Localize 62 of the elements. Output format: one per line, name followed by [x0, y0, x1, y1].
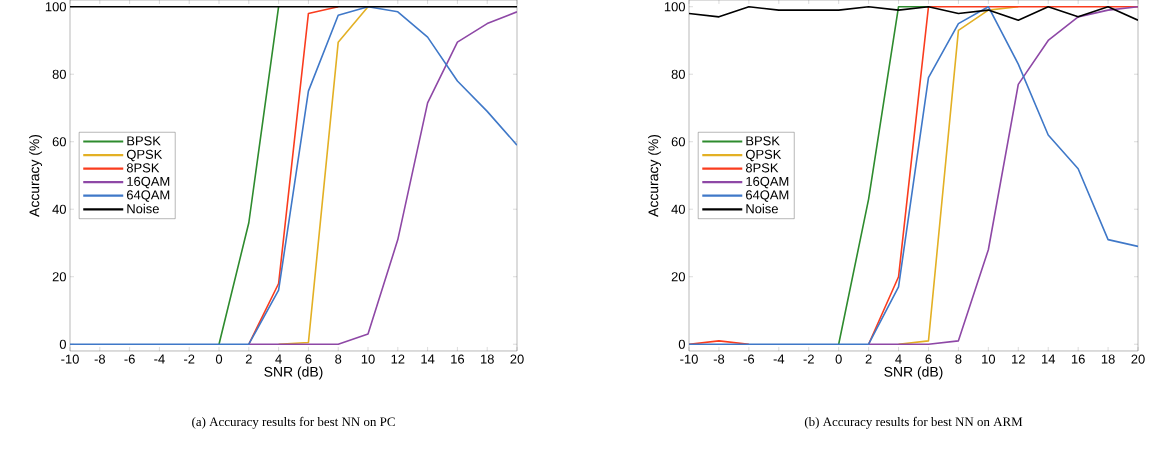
legend-label: Noise — [127, 203, 159, 214]
x-tick-label: -2 — [803, 354, 814, 364]
x-tick-label: 10 — [361, 354, 375, 364]
x-tick-label: 6 — [305, 354, 312, 364]
x-tick-label: 16 — [451, 354, 465, 364]
x-tick-label: 10 — [982, 354, 996, 364]
x-tick-label: 14 — [421, 354, 435, 364]
y-tick-label: 100 — [45, 2, 66, 12]
x-axis-title: SNR (dB) — [884, 366, 943, 380]
x-tick-label: -2 — [184, 354, 195, 364]
x-tick-label: 8 — [335, 354, 342, 364]
legend-label: QPSK — [126, 149, 163, 162]
x-tick-label: 14 — [1041, 354, 1056, 364]
x-tick-label: 4 — [275, 354, 282, 364]
y-tick-label: 0 — [59, 339, 66, 349]
legend-label: Noise — [746, 203, 778, 214]
x-tick-label: 8 — [955, 354, 962, 364]
legend-label: QPSK — [745, 149, 782, 162]
legend-label: 16QAM — [746, 176, 789, 189]
y-tick-label: 60 — [671, 137, 685, 147]
x-tick-label: -8 — [713, 354, 725, 364]
x-tick-label: 0 — [215, 354, 223, 364]
x-tick-label: 18 — [1101, 354, 1115, 364]
x-axis-title: SNR (dB) — [264, 366, 323, 380]
y-tick-label: 0 — [678, 339, 685, 349]
y-axis-title: Accuracy (%) — [648, 134, 662, 217]
x-tick-label: 12 — [391, 354, 405, 364]
x-tick-label: -10 — [61, 354, 79, 364]
x-tick-label: 6 — [925, 354, 932, 364]
y-tick-label: 40 — [671, 204, 685, 214]
x-tick-label: 12 — [1012, 354, 1025, 364]
legend-label: 16QAM — [127, 176, 170, 189]
legend-label: 8PSK — [745, 163, 779, 173]
legend-label: BPSK — [127, 136, 161, 146]
y-axis-title: Accuracy (%) — [29, 134, 43, 217]
y-tick-label: 20 — [671, 272, 685, 282]
y-tick-label: 80 — [671, 69, 685, 79]
x-tick-label: -8 — [94, 354, 106, 364]
x-tick-label: 18 — [480, 354, 494, 364]
x-tick-label: 2 — [865, 354, 872, 364]
x-tick-label: 0 — [835, 354, 842, 364]
x-tick-label: 16 — [1071, 354, 1085, 364]
legend-label: 64QAM — [126, 190, 170, 202]
legend-label: 8PSK — [126, 163, 160, 173]
x-tick-label: 20 — [1131, 354, 1145, 364]
x-tick-label: 4 — [895, 354, 902, 364]
x-tick-label: 20 — [510, 354, 524, 364]
y-tick-label: 80 — [52, 69, 66, 79]
y-tick-label: 20 — [52, 272, 66, 282]
x-tick-label: -6 — [124, 354, 135, 364]
legend-label: BPSK — [746, 136, 780, 146]
legend-label: 64QAM — [746, 190, 789, 202]
x-tick-label: 2 — [245, 354, 252, 364]
x-tick-label: -6 — [743, 354, 755, 364]
text: (a) Accuracy results for best NN on PC — [192, 416, 395, 429]
x-tick-label: -4 — [773, 354, 785, 364]
x-tick-label: -10 — [680, 354, 698, 364]
y-tick-label: 40 — [52, 204, 66, 214]
y-tick-label: 100 — [664, 2, 685, 12]
text: (b) Accuracy results for best NN on ARM — [804, 416, 1023, 429]
x-tick-label: -4 — [154, 354, 165, 364]
y-tick-label: 60 — [52, 137, 66, 147]
